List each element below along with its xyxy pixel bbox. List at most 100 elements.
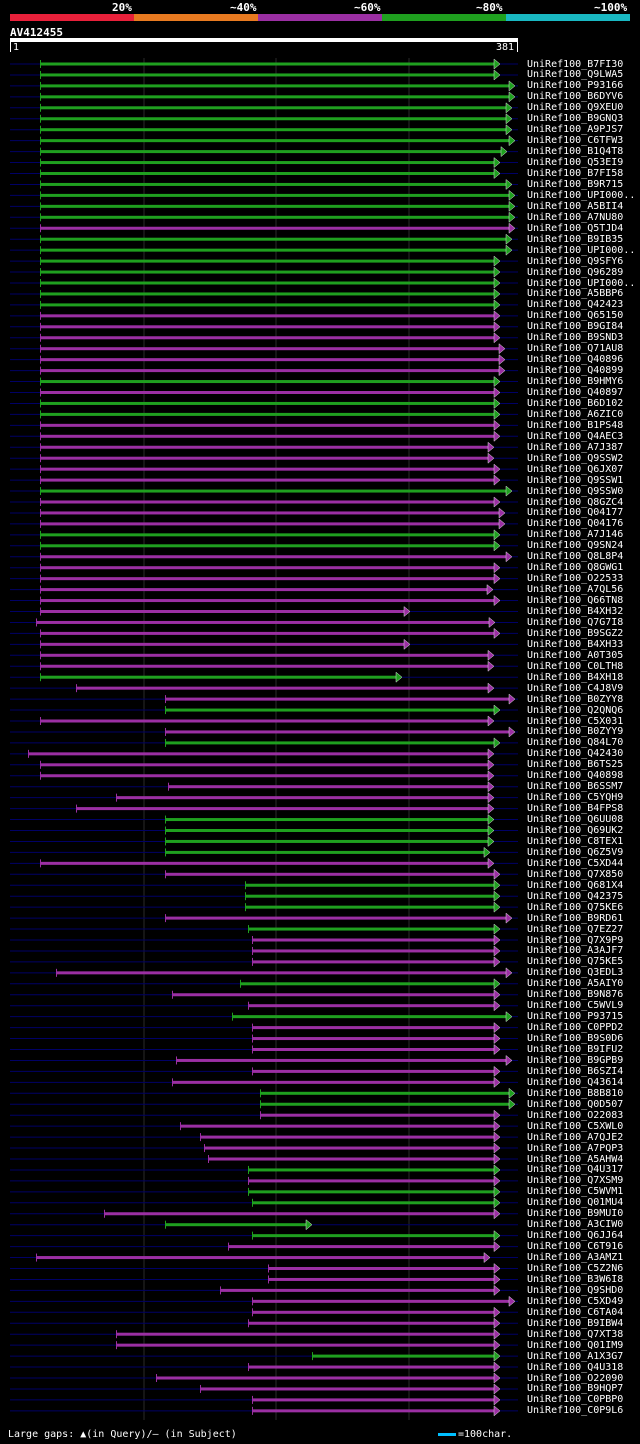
- hit-bar[interactable]: [252, 1037, 495, 1041]
- hit-label[interactable]: UniRef100_Q8GWG1: [527, 562, 624, 574]
- hit-label[interactable]: UniRef100_A7J146: [527, 529, 624, 541]
- hit-label[interactable]: UniRef100_C5XD44: [527, 857, 624, 869]
- hit-bar[interactable]: [248, 927, 495, 931]
- hit-bar[interactable]: [40, 292, 495, 296]
- hit-label[interactable]: UniRef100_UPI000..: [527, 189, 636, 201]
- hit-label[interactable]: UniRef100_B6D102: [527, 397, 624, 409]
- hit-label[interactable]: UniRef100_A3AMZ1: [527, 1252, 624, 1264]
- hit-label[interactable]: UniRef100_Q04176: [527, 518, 624, 530]
- hit-label[interactable]: UniRef100_Q5TJD4: [527, 222, 624, 234]
- hit-bar[interactable]: [40, 467, 495, 471]
- hit-label[interactable]: UniRef100_Q9SN24: [527, 540, 624, 552]
- hit-bar[interactable]: [252, 1201, 495, 1205]
- hit-bar[interactable]: [40, 599, 495, 603]
- hit-label[interactable]: UniRef100_A6ZIC0: [527, 408, 624, 420]
- hit-bar[interactable]: [40, 391, 495, 394]
- hit-label[interactable]: UniRef100_C6TA04: [527, 1306, 624, 1318]
- hit-bar[interactable]: [252, 938, 495, 942]
- hit-bar[interactable]: [40, 653, 489, 657]
- hit-bar[interactable]: [165, 741, 495, 745]
- hit-label[interactable]: UniRef100_A3CIW0: [527, 1219, 624, 1231]
- hit-label[interactable]: UniRef100_C5WVM1: [527, 1186, 624, 1198]
- hit-bar[interactable]: [40, 248, 507, 252]
- hit-label[interactable]: UniRef100_Q7X850: [527, 868, 624, 880]
- hit-bar[interactable]: [40, 500, 495, 504]
- hit-label[interactable]: UniRef100_P93715: [527, 1011, 624, 1023]
- hit-bar[interactable]: [172, 993, 495, 997]
- hit-bar[interactable]: [156, 1376, 495, 1380]
- hit-label[interactable]: UniRef100_Q9XEU0: [527, 102, 624, 114]
- hit-label[interactable]: UniRef100_A5BII4: [527, 200, 624, 212]
- hit-label[interactable]: UniRef100_Q9SSW1: [527, 474, 624, 486]
- hit-bar[interactable]: [165, 829, 489, 832]
- hit-label[interactable]: UniRef100_A7QJE2: [527, 1131, 624, 1143]
- hit-bar[interactable]: [252, 1234, 495, 1238]
- hit-bar[interactable]: [252, 1310, 495, 1314]
- hit-bar[interactable]: [248, 1365, 495, 1369]
- hit-bar[interactable]: [204, 1146, 495, 1150]
- hit-label[interactable]: UniRef100_B4FPS8: [527, 803, 624, 815]
- hit-bar[interactable]: [252, 949, 495, 953]
- hit-bar[interactable]: [165, 708, 495, 712]
- hit-bar[interactable]: [40, 610, 405, 613]
- hit-label[interactable]: UniRef100_Q53EI9: [527, 157, 624, 169]
- hit-label[interactable]: UniRef100_Q0D507: [527, 1098, 624, 1110]
- hit-bar[interactable]: [40, 314, 495, 318]
- hit-label[interactable]: UniRef100_Q2QNQ6: [527, 704, 624, 716]
- hit-label[interactable]: UniRef100_B9SGZ2: [527, 627, 624, 639]
- hit-label[interactable]: UniRef100_Q7EZ27: [527, 923, 624, 935]
- hit-label[interactable]: UniRef100_C0PPD2: [527, 1022, 624, 1034]
- hit-bar[interactable]: [40, 226, 510, 230]
- hit-label[interactable]: UniRef100_Q40898: [527, 770, 624, 782]
- hit-label[interactable]: UniRef100_C5XD49: [527, 1295, 624, 1307]
- hit-label[interactable]: UniRef100_A3AJF7: [527, 945, 624, 957]
- hit-bar[interactable]: [40, 664, 489, 668]
- hit-label[interactable]: UniRef100_B6SSM7: [527, 781, 624, 793]
- hit-bar[interactable]: [40, 347, 500, 351]
- hit-label[interactable]: UniRef100_Q9SHD0: [527, 1284, 624, 1296]
- hit-label[interactable]: UniRef100_B9GI84: [527, 321, 624, 333]
- hit-bar[interactable]: [40, 522, 500, 526]
- hit-bar[interactable]: [40, 117, 507, 121]
- hit-bar[interactable]: [40, 193, 510, 197]
- hit-label[interactable]: UniRef100_B4XH32: [527, 606, 624, 617]
- hit-bar[interactable]: [228, 1245, 495, 1249]
- hit-bar[interactable]: [240, 982, 495, 986]
- hit-label[interactable]: UniRef100_C5X031: [527, 715, 624, 727]
- hit-label[interactable]: UniRef100_Q8GZC4: [527, 496, 624, 508]
- hit-label[interactable]: UniRef100_Q71AU8: [527, 343, 624, 355]
- hit-label[interactable]: UniRef100_B9IBW4: [527, 1317, 624, 1329]
- hit-label[interactable]: UniRef100_B3W6I8: [527, 1273, 624, 1285]
- hit-label[interactable]: UniRef100_Q69UK2: [527, 825, 624, 836]
- hit-bar[interactable]: [165, 1223, 307, 1227]
- hit-bar[interactable]: [248, 1179, 495, 1183]
- hit-label[interactable]: UniRef100_B9SND3: [527, 332, 624, 344]
- hit-label[interactable]: UniRef100_Q4U318: [527, 1361, 624, 1373]
- hit-bar[interactable]: [172, 1080, 495, 1084]
- hit-label[interactable]: UniRef100_C0LTH8: [527, 660, 624, 672]
- hit-bar[interactable]: [40, 456, 489, 460]
- hit-bar[interactable]: [248, 1190, 495, 1194]
- hit-label[interactable]: UniRef100_C6T916: [527, 1241, 624, 1253]
- hit-label[interactable]: UniRef100_C8TEX1: [527, 835, 624, 847]
- hit-label[interactable]: UniRef100_B6TS25: [527, 759, 624, 771]
- hit-label[interactable]: UniRef100_B4XH33: [527, 638, 624, 650]
- hit-bar[interactable]: [248, 1321, 495, 1325]
- hit-bar[interactable]: [40, 763, 489, 767]
- hit-label[interactable]: UniRef100_A0T305: [527, 649, 624, 661]
- hit-label[interactable]: UniRef100_Q43614: [527, 1076, 624, 1088]
- hit-label[interactable]: UniRef100_B9HMY6: [527, 376, 624, 388]
- hit-bar[interactable]: [248, 1004, 495, 1008]
- hit-label[interactable]: UniRef100_Q9SSW2: [527, 452, 624, 464]
- hit-bar[interactable]: [40, 489, 507, 493]
- hit-label[interactable]: UniRef100_Q01IM9: [527, 1339, 624, 1351]
- hit-label[interactable]: UniRef100_Q75KE6: [527, 901, 624, 913]
- hit-bar[interactable]: [40, 182, 507, 186]
- hit-label[interactable]: UniRef100_Q4AEC3: [527, 430, 624, 442]
- hit-bar[interactable]: [260, 1102, 510, 1106]
- hit-label[interactable]: UniRef100_B9GNQ3: [527, 113, 624, 125]
- hit-bar[interactable]: [176, 1058, 507, 1062]
- hit-bar[interactable]: [40, 511, 500, 515]
- hit-label[interactable]: UniRef100_Q75KE5: [527, 956, 624, 968]
- hit-label[interactable]: UniRef100_Q681X4: [527, 879, 624, 891]
